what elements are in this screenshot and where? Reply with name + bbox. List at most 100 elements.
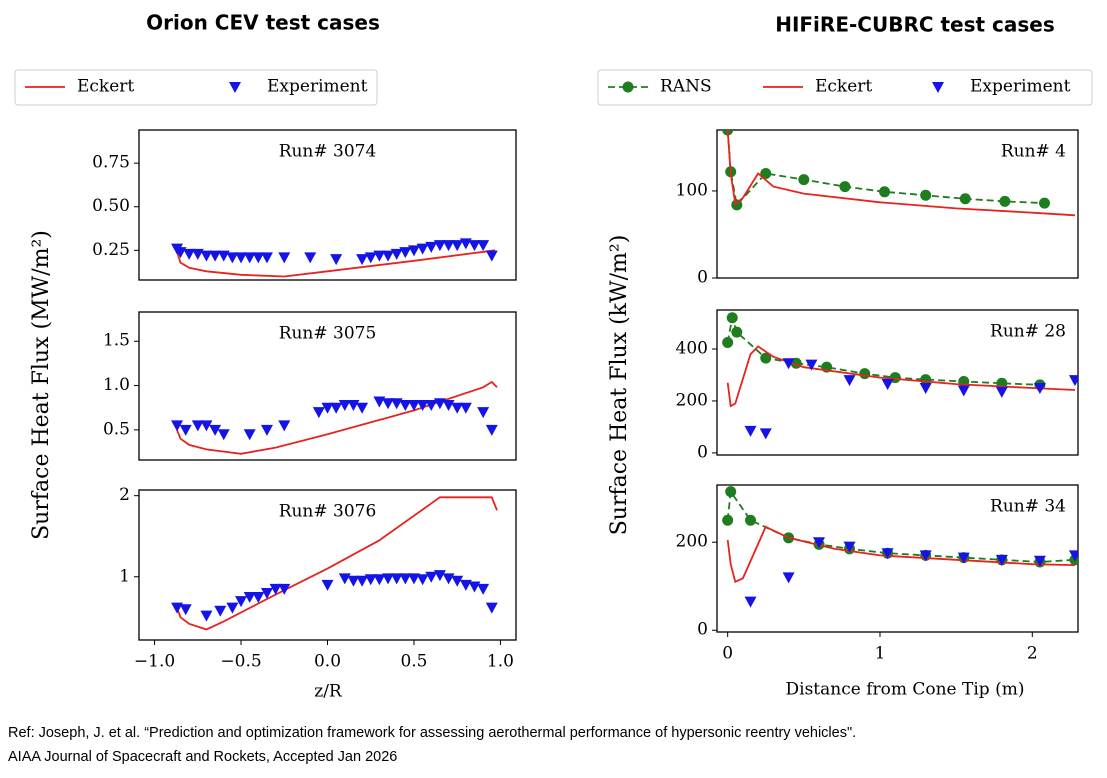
- marker: [744, 425, 757, 437]
- marker: [321, 579, 334, 591]
- marker: [364, 252, 377, 264]
- marker: [425, 571, 438, 583]
- marker: [243, 592, 256, 604]
- marker: [782, 358, 795, 370]
- marker: [920, 189, 932, 201]
- marker: [442, 573, 455, 585]
- marker: [995, 386, 1008, 398]
- plot-frame: [716, 309, 1079, 456]
- marker: [745, 514, 757, 526]
- marker: [425, 241, 438, 253]
- series-line: [726, 345, 1076, 408]
- run-annotation: Run# 3074: [279, 142, 377, 162]
- marker: [390, 573, 403, 585]
- y-tick-label: 400: [676, 338, 708, 358]
- marker: [859, 368, 871, 380]
- marker: [226, 602, 239, 614]
- legend-label: Eckert: [77, 77, 134, 97]
- marker: [269, 583, 282, 595]
- marker: [312, 407, 325, 419]
- marker: [433, 398, 446, 410]
- marker: [235, 596, 248, 608]
- plot-area: [171, 380, 498, 455]
- marker: [171, 602, 184, 614]
- marker: [330, 402, 343, 414]
- marker: [451, 240, 464, 252]
- legend-marker: [622, 81, 634, 93]
- legend-marker: [229, 82, 241, 93]
- marker: [485, 602, 498, 614]
- marker: [881, 379, 894, 391]
- marker: [760, 352, 772, 364]
- marker: [399, 247, 412, 259]
- marker: [843, 541, 856, 553]
- run-annotation: Run# 34: [990, 497, 1066, 517]
- legend-box: [14, 69, 378, 106]
- marker: [760, 168, 772, 180]
- x-tick-label: 0.5: [400, 652, 427, 672]
- series-line: [726, 130, 1076, 217]
- legend-marker: [932, 82, 944, 93]
- series-line: [726, 525, 1076, 584]
- marker: [278, 420, 291, 432]
- marker: [183, 248, 196, 260]
- marker: [382, 398, 395, 410]
- reference: Ref: Joseph, J. et al. “Prediction and o…: [8, 725, 856, 741]
- marker: [485, 250, 498, 262]
- marker: [364, 574, 377, 586]
- marker: [407, 245, 420, 257]
- marker: [373, 396, 386, 408]
- x-tick-label: 0.0: [314, 652, 341, 672]
- marker: [390, 248, 403, 260]
- marker: [382, 250, 395, 262]
- y-tick-label: 0.5: [103, 419, 130, 439]
- marker: [260, 587, 273, 599]
- group-title: Orion CEV test cases: [146, 11, 380, 35]
- marker: [722, 514, 734, 526]
- marker: [1033, 382, 1046, 394]
- marker: [373, 250, 386, 262]
- marker: [214, 605, 227, 617]
- marker: [425, 400, 438, 412]
- marker: [726, 312, 738, 324]
- y-tick-label: 0: [697, 442, 708, 462]
- marker: [959, 193, 971, 205]
- marker: [217, 429, 230, 441]
- marker: [798, 174, 810, 186]
- marker: [382, 573, 395, 585]
- marker: [451, 575, 464, 587]
- series-line: [176, 380, 498, 455]
- marker: [260, 252, 273, 264]
- marker: [725, 486, 737, 498]
- marker: [217, 250, 230, 262]
- marker: [485, 424, 498, 436]
- y-tick-label: 0.50: [92, 196, 130, 216]
- marker: [477, 240, 490, 252]
- marker: [416, 243, 429, 255]
- y-tick-label: 0.75: [92, 153, 130, 173]
- y-tick-label: 1: [119, 566, 130, 586]
- x-tick-label: 2: [1027, 644, 1038, 664]
- marker: [347, 575, 360, 587]
- y-tick-label: 200: [676, 532, 708, 552]
- marker: [839, 181, 851, 193]
- marker: [433, 570, 446, 582]
- marker: [179, 604, 192, 616]
- marker: [1068, 550, 1078, 562]
- marker: [356, 575, 369, 587]
- y-tick-label: 100: [676, 180, 708, 200]
- marker: [731, 326, 743, 338]
- group-title: HIFiRE-CUBRC test cases: [775, 13, 1055, 37]
- marker: [321, 402, 334, 414]
- marker: [304, 252, 317, 264]
- marker: [957, 552, 970, 564]
- marker: [919, 550, 932, 562]
- marker: [919, 382, 932, 394]
- marker: [260, 424, 273, 436]
- legend-label: RANS: [660, 77, 712, 97]
- marker: [226, 252, 239, 264]
- y-axis-label: Surface Heat Flux (MW/m²): [29, 230, 54, 540]
- marker: [451, 402, 464, 414]
- x-tick-label: 1.0: [487, 652, 514, 672]
